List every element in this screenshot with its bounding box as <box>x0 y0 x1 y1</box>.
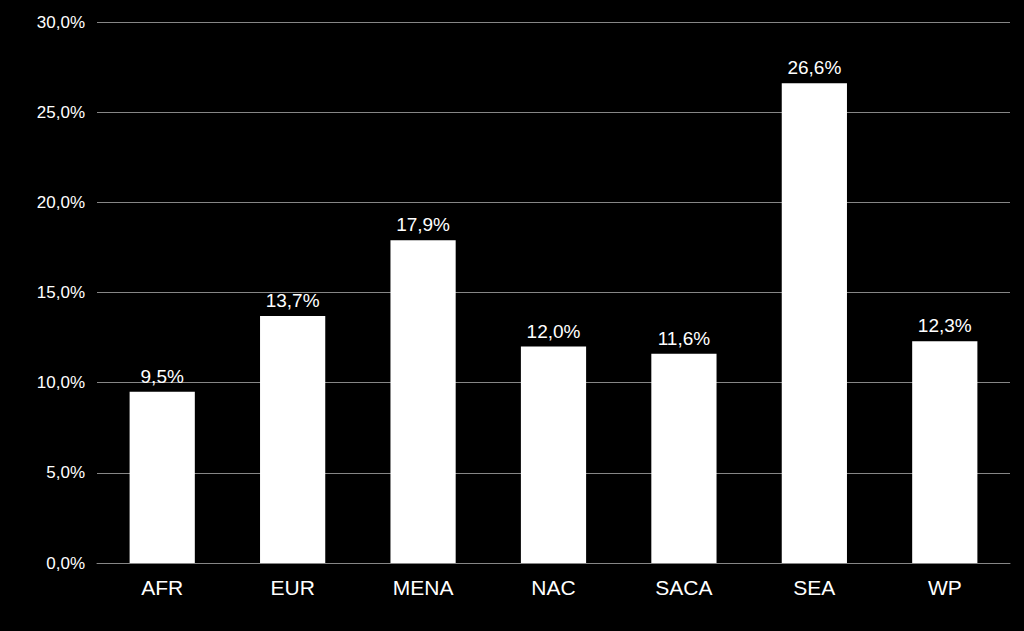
svg-text:NAC: NAC <box>531 576 575 599</box>
svg-text:SACA: SACA <box>655 576 712 599</box>
svg-text:17,9%: 17,9% <box>396 214 450 235</box>
svg-text:MENA: MENA <box>393 576 454 599</box>
svg-text:AFR: AFR <box>141 576 183 599</box>
svg-text:EUR: EUR <box>270 576 314 599</box>
svg-text:13,7%: 13,7% <box>266 290 320 311</box>
svg-text:25,0%: 25,0% <box>37 103 85 122</box>
svg-text:20,0%: 20,0% <box>37 193 85 212</box>
svg-text:12,0%: 12,0% <box>527 321 581 342</box>
svg-text:0,0%: 0,0% <box>46 554 85 573</box>
svg-text:12,3%: 12,3% <box>918 315 972 336</box>
svg-text:10,0%: 10,0% <box>37 373 85 392</box>
svg-text:11,6%: 11,6% <box>658 328 711 349</box>
svg-text:WP: WP <box>928 576 962 599</box>
svg-text:26,6%: 26,6% <box>787 57 841 78</box>
svg-text:30,0%: 30,0% <box>37 13 85 32</box>
svg-text:5,0%: 5,0% <box>46 463 85 482</box>
svg-text:SEA: SEA <box>793 576 835 599</box>
svg-text:9,5%: 9,5% <box>141 366 184 387</box>
svg-text:15,0%: 15,0% <box>37 283 85 302</box>
